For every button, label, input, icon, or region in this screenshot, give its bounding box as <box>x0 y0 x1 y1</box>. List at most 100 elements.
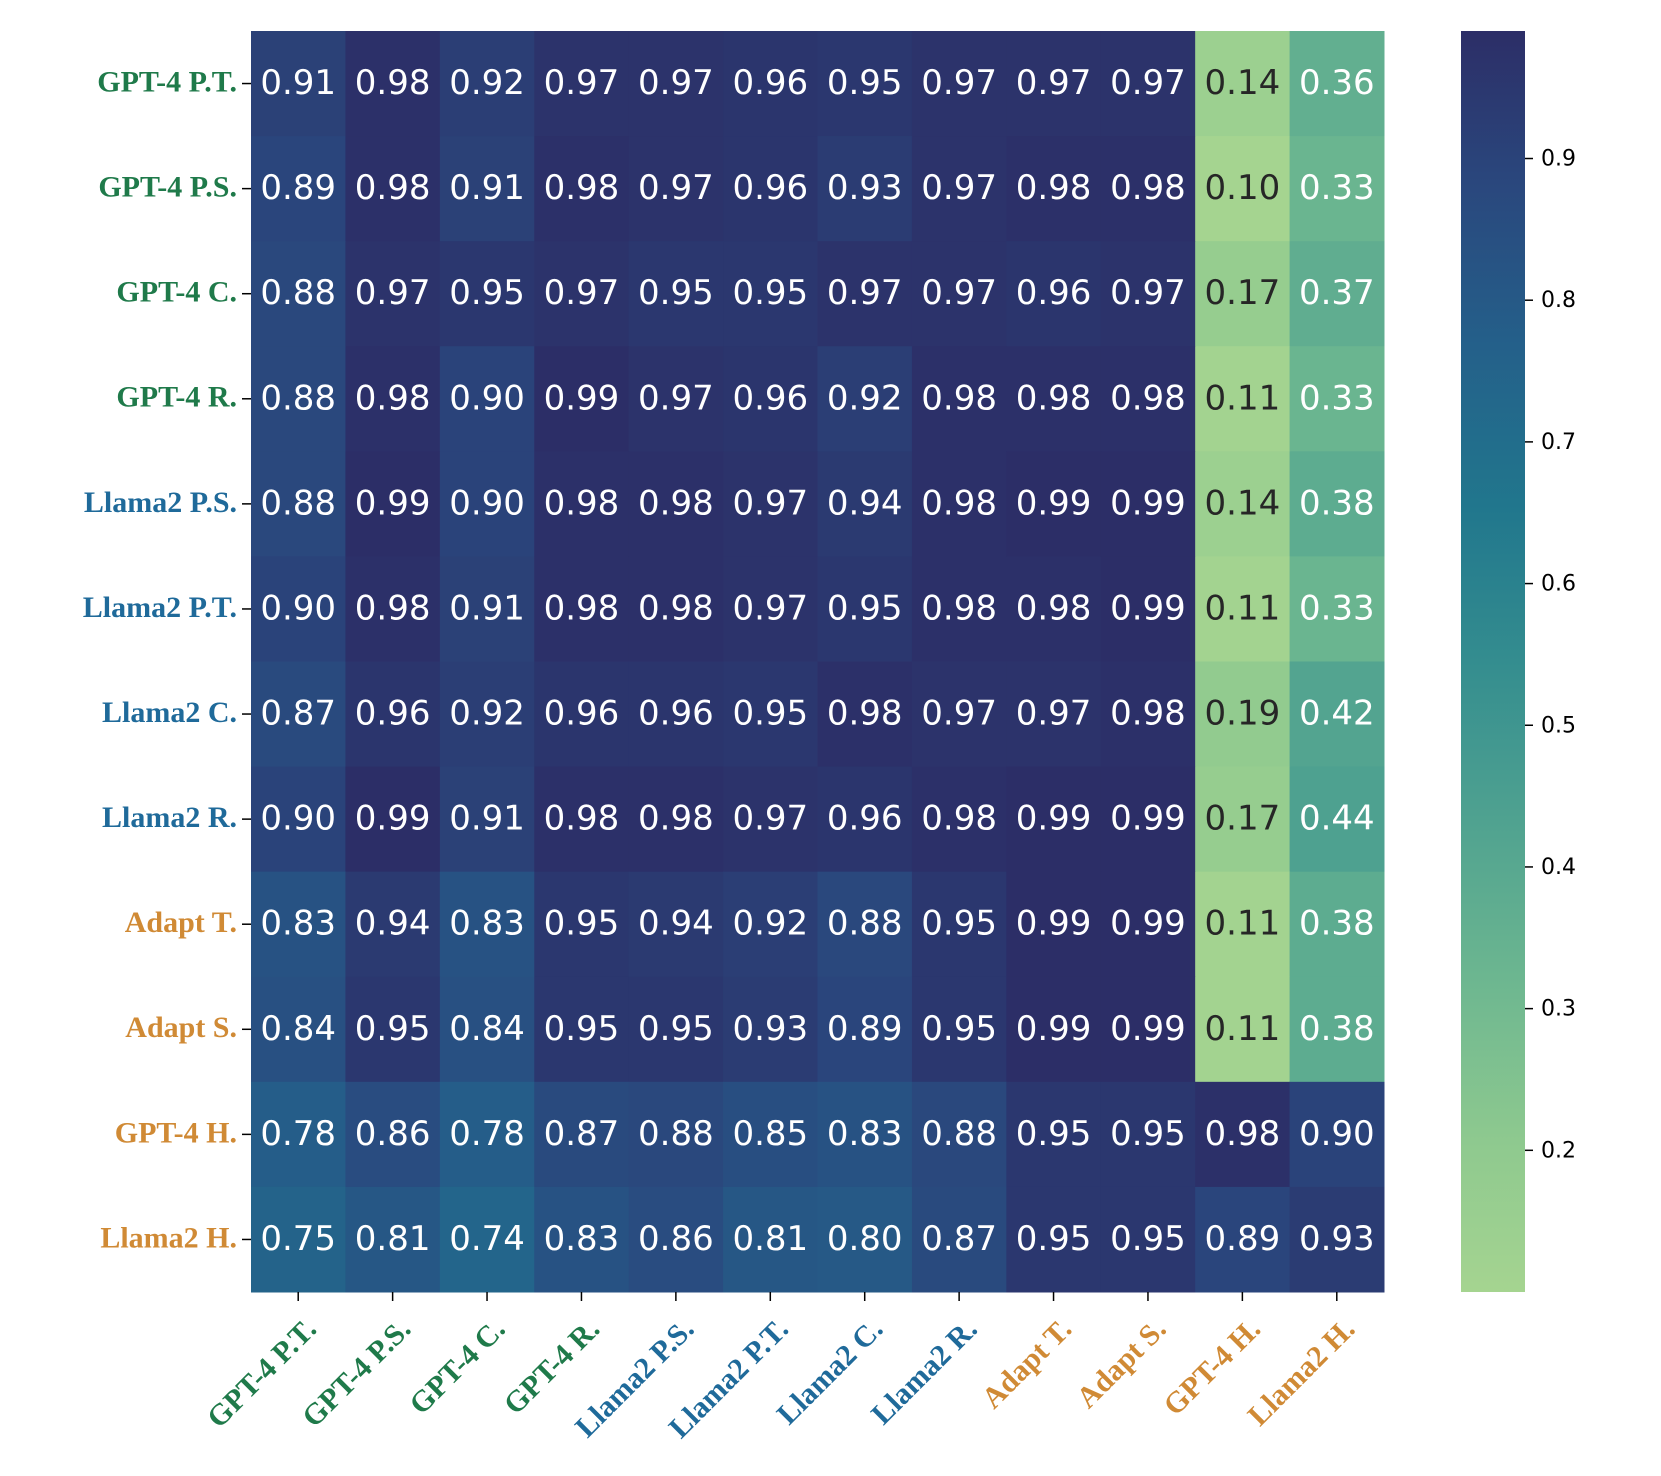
heatmap-cell <box>1195 346 1291 452</box>
cell-value-label: 0.90 <box>449 483 525 523</box>
cell-value-label: 0.96 <box>827 799 903 839</box>
cell-value-label: 0.98 <box>355 63 431 103</box>
cell-value-label: 0.97 <box>638 378 714 418</box>
cell-value-label: 0.38 <box>1299 904 1375 944</box>
heatmap-cell <box>534 1186 630 1293</box>
heatmap-cell <box>1100 556 1196 662</box>
heatmap-cell <box>817 661 913 768</box>
heatmap-cell <box>1006 556 1102 662</box>
heatmap-cell <box>911 1186 1007 1293</box>
heatmap-cell <box>251 31 346 137</box>
heatmap-cell <box>1289 451 1385 557</box>
heatmap-cell <box>1006 451 1102 557</box>
heatmap-cell <box>817 766 913 873</box>
heatmap-cell <box>439 136 535 242</box>
y-tick-label: GPT-4 R. <box>116 381 237 414</box>
heatmap-cell <box>1195 241 1291 347</box>
cell-value-label: 0.97 <box>638 168 714 208</box>
cell-value-label: 0.97 <box>827 273 903 313</box>
heatmap-cell <box>817 871 913 978</box>
cell-value-label: 0.90 <box>1299 1114 1375 1154</box>
heatmap-cell <box>1289 556 1385 662</box>
cell-value-label: 0.96 <box>732 63 808 103</box>
cell-value-label: 0.97 <box>732 799 808 839</box>
cell-value-label: 0.94 <box>827 483 903 523</box>
cell-value-label: 0.83 <box>544 1219 620 1259</box>
cell-value-label: 0.98 <box>1110 694 1186 734</box>
y-tick-label: Adapt S. <box>125 1011 237 1044</box>
colorbar-tick-label: 0.4 <box>1541 855 1576 880</box>
cell-value-label: 0.11 <box>1205 904 1281 944</box>
cell-value-label: 0.98 <box>1205 1114 1281 1154</box>
heatmap-cell <box>723 1081 818 1188</box>
heatmap-cell <box>1289 241 1385 347</box>
cell-value-label: 0.88 <box>260 273 336 313</box>
heatmap-cell <box>628 661 724 768</box>
heatmap-cell <box>911 31 1007 137</box>
cell-value-label: 0.95 <box>827 63 903 103</box>
cell-value-label: 0.11 <box>1205 588 1281 628</box>
cell-value-label: 0.33 <box>1299 378 1375 418</box>
heatmap-cell <box>723 346 818 452</box>
heatmap-cell <box>345 346 441 452</box>
heatmap-cell <box>1289 136 1385 242</box>
heatmap-cell <box>817 556 913 662</box>
heatmap-cell <box>1006 871 1102 978</box>
cell-value-label: 0.98 <box>638 483 714 523</box>
heatmap-cell <box>345 1186 441 1293</box>
heatmap-cell <box>628 871 724 978</box>
heatmap-cell <box>628 976 724 1083</box>
heatmap-cell <box>439 871 535 978</box>
heatmap-cell <box>345 556 441 662</box>
heatmap-cell <box>1195 556 1291 662</box>
cell-value-label: 0.97 <box>1016 694 1092 734</box>
cell-value-label: 0.97 <box>921 694 997 734</box>
heatmap-cell <box>1100 1081 1196 1188</box>
cell-value-label: 0.91 <box>449 168 525 208</box>
cell-value-label: 0.98 <box>355 588 431 628</box>
cell-value-label: 0.87 <box>921 1219 997 1259</box>
cell-value-label: 0.44 <box>1299 799 1375 839</box>
cell-value-label: 0.96 <box>355 694 431 734</box>
cell-value-label: 0.97 <box>732 483 808 523</box>
heatmap-cell <box>911 241 1007 347</box>
cell-value-label: 0.98 <box>921 799 997 839</box>
cell-value-label: 0.95 <box>1016 1114 1092 1154</box>
cell-value-label: 0.88 <box>260 378 336 418</box>
cell-value-label: 0.92 <box>449 694 525 734</box>
cell-value-label: 0.42 <box>1299 694 1375 734</box>
y-tick-label: Llama2 R. <box>102 801 237 834</box>
cell-value-label: 0.99 <box>1110 483 1186 523</box>
cell-value-label: 0.95 <box>544 904 620 944</box>
heatmap-cell <box>1006 976 1102 1083</box>
heatmap-cell <box>439 661 535 768</box>
heatmap-cell <box>251 976 346 1083</box>
heatmap-cell <box>1100 451 1196 557</box>
heatmap-cell <box>723 1186 818 1293</box>
heatmap-cell <box>439 241 535 347</box>
cell-value-label: 0.93 <box>1299 1219 1375 1259</box>
heatmap-cell <box>1195 976 1291 1083</box>
heatmap-cell <box>251 136 346 242</box>
heatmap-cell <box>911 661 1007 768</box>
heatmap-cell <box>345 871 441 978</box>
heatmap-cell <box>911 976 1007 1083</box>
cell-value-label: 0.95 <box>638 273 714 313</box>
cell-value-label: 0.94 <box>355 904 431 944</box>
colorbar-tick-label: 0.3 <box>1541 997 1576 1022</box>
heatmap-cell <box>439 556 535 662</box>
heatmap-cell <box>1195 451 1291 557</box>
cell-value-label: 0.98 <box>921 378 997 418</box>
heatmap-cell <box>817 1186 913 1293</box>
heatmap-cell <box>628 136 724 242</box>
heatmap-cell <box>345 1081 441 1188</box>
heatmap-cell <box>345 766 441 873</box>
cell-value-label: 0.91 <box>260 63 336 103</box>
cell-value-label: 0.98 <box>921 588 997 628</box>
cell-value-label: 0.98 <box>921 483 997 523</box>
cell-value-label: 0.98 <box>355 168 431 208</box>
cell-value-label: 0.95 <box>1016 1219 1092 1259</box>
cell-value-label: 0.97 <box>544 273 620 313</box>
heatmap-cell <box>723 661 818 768</box>
cell-value-label: 0.99 <box>1110 1009 1186 1049</box>
